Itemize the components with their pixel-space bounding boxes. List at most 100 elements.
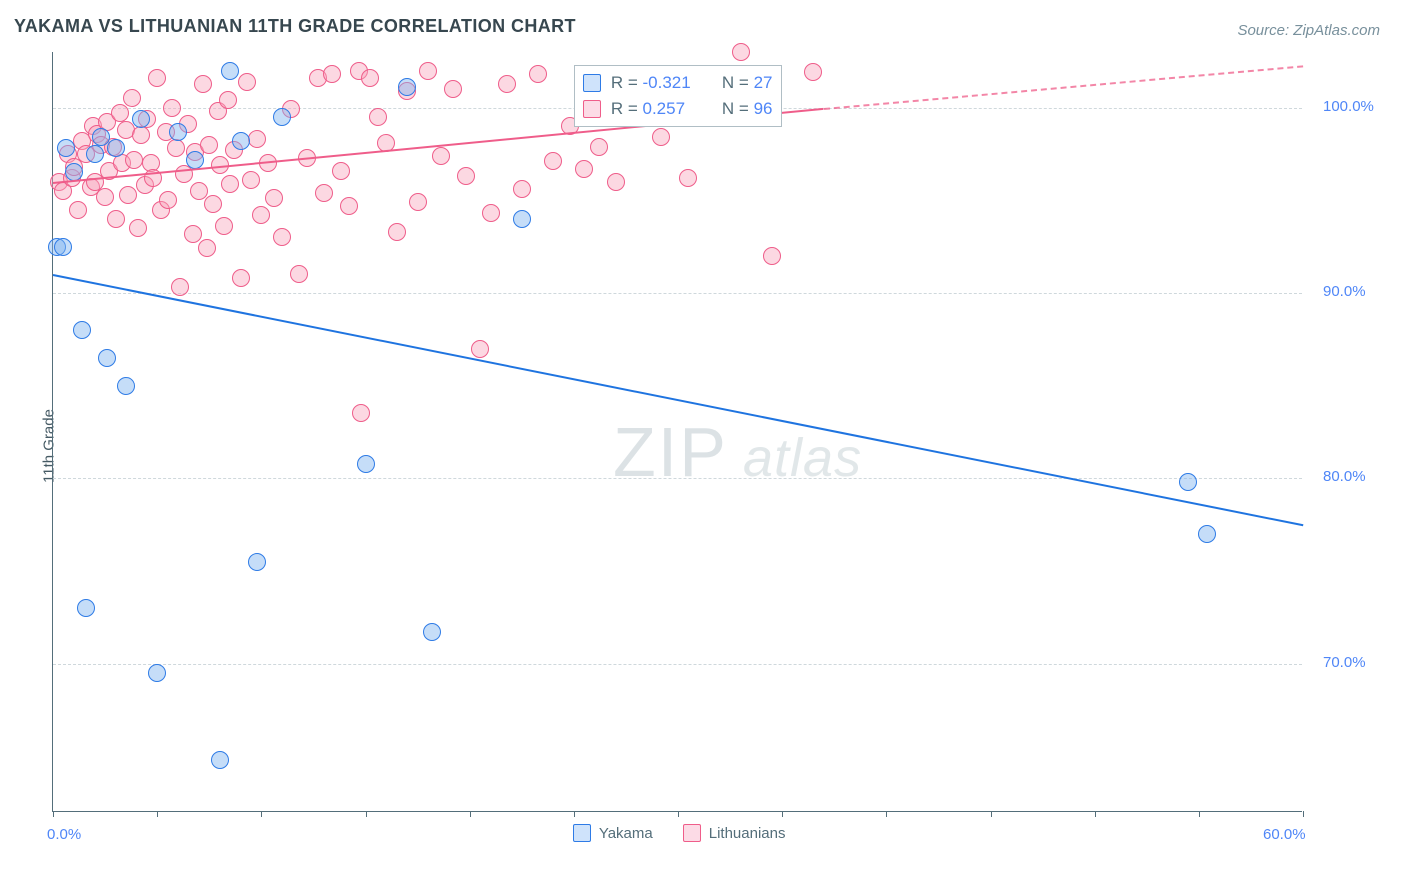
legend-swatch [583, 100, 601, 118]
x-tick [157, 811, 158, 817]
legend-swatch [573, 824, 591, 842]
data-point [323, 65, 341, 83]
data-point [215, 217, 233, 235]
data-point [732, 43, 750, 61]
data-point [498, 75, 516, 93]
data-point [148, 69, 166, 87]
legend-label: Lithuanians [709, 825, 786, 842]
y-tick-label: 80.0% [1323, 468, 1366, 485]
x-tick-label: 60.0% [1263, 826, 1306, 843]
data-point [482, 204, 500, 222]
page-title: YAKAMA VS LITHUANIAN 11TH GRADE CORRELAT… [14, 16, 576, 37]
legend-label: Yakama [599, 825, 653, 842]
legend-swatch [683, 824, 701, 842]
data-point [1198, 525, 1216, 543]
data-point [169, 123, 187, 141]
x-tick [1303, 811, 1304, 817]
x-tick [366, 811, 367, 817]
data-point [111, 104, 129, 122]
data-point [361, 69, 379, 87]
x-tick [782, 811, 783, 817]
data-point [232, 269, 250, 287]
data-point [221, 175, 239, 193]
data-point [73, 321, 91, 339]
data-point [590, 138, 608, 156]
data-point [265, 189, 283, 207]
data-point [423, 623, 441, 641]
watermark: ZIP [613, 412, 728, 492]
data-point [129, 219, 147, 237]
data-point [190, 182, 208, 200]
data-point [242, 171, 260, 189]
data-point [315, 184, 333, 202]
y-tick-label: 100.0% [1323, 98, 1374, 115]
data-point [352, 404, 370, 422]
data-point [123, 89, 141, 107]
data-point [273, 108, 291, 126]
data-point [117, 377, 135, 395]
data-point [471, 340, 489, 358]
legend-item: Lithuanians [683, 824, 786, 842]
grid-line [53, 664, 1302, 665]
data-point [513, 180, 531, 198]
data-point [398, 78, 416, 96]
data-point [804, 63, 822, 81]
scatter-plot: 70.0%80.0%90.0%100.0%0.0%60.0%ZIPatlasR … [52, 52, 1302, 812]
data-point [409, 193, 427, 211]
x-tick [53, 811, 54, 817]
data-point [163, 99, 181, 117]
data-point [186, 151, 204, 169]
x-tick [1095, 811, 1096, 817]
x-tick [1199, 811, 1200, 817]
legend-swatch [583, 74, 601, 92]
data-point [252, 206, 270, 224]
data-point [184, 225, 202, 243]
data-point [54, 238, 72, 256]
data-point [69, 201, 87, 219]
x-tick-label: 0.0% [47, 826, 81, 843]
data-point [273, 228, 291, 246]
data-point [763, 247, 781, 265]
x-tick [678, 811, 679, 817]
data-point [457, 167, 475, 185]
data-point [444, 80, 462, 98]
data-point [204, 195, 222, 213]
data-point [77, 599, 95, 617]
x-tick [574, 811, 575, 817]
data-point [219, 91, 237, 109]
data-point [357, 455, 375, 473]
data-point [238, 73, 256, 91]
data-point [419, 62, 437, 80]
data-point [96, 188, 114, 206]
data-point [340, 197, 358, 215]
data-point [194, 75, 212, 93]
x-tick [261, 811, 262, 817]
data-point [369, 108, 387, 126]
data-point [248, 553, 266, 571]
data-point [119, 186, 137, 204]
data-point [57, 139, 75, 157]
data-point [148, 664, 166, 682]
x-tick [470, 811, 471, 817]
data-point [200, 136, 218, 154]
data-point [198, 239, 216, 257]
source-label: Source: ZipAtlas.com [1237, 22, 1380, 39]
data-point [125, 151, 143, 169]
legend-item: Yakama [573, 824, 653, 842]
data-point [107, 139, 125, 157]
data-point [544, 152, 562, 170]
data-point [132, 110, 150, 128]
stats-box: R = -0.321 N = 27R = 0.257 N = 96 [574, 65, 782, 127]
data-point [575, 160, 593, 178]
data-point [171, 278, 189, 296]
trend-line [824, 65, 1303, 110]
data-point [132, 126, 150, 144]
data-point [221, 62, 239, 80]
y-tick-label: 70.0% [1323, 654, 1366, 671]
data-point [679, 169, 697, 187]
data-point [159, 191, 177, 209]
x-tick [991, 811, 992, 817]
stats-row: R = 0.257 N = 96 [583, 96, 773, 122]
data-point [607, 173, 625, 191]
data-point [232, 132, 250, 150]
